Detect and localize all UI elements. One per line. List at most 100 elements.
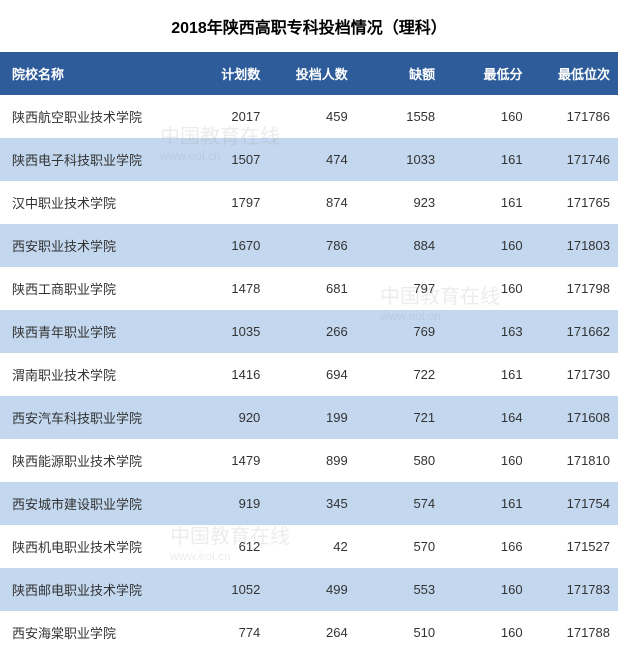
cell-value: 1797 [181,181,268,224]
cell-name: 渭南职业技术学院 [0,353,181,396]
cell-value: 919 [181,482,268,525]
cell-value: 171730 [531,353,618,396]
cell-name: 陕西邮电职业技术学院 [0,568,181,611]
cell-value: 171527 [531,525,618,568]
cell-value: 1052 [181,568,268,611]
cell-value: 1478 [181,267,268,310]
cell-value: 1416 [181,353,268,396]
col-header-filed: 投档人数 [268,52,355,95]
cell-value: 42 [268,525,355,568]
cell-value: 923 [356,181,443,224]
cell-value: 160 [443,439,530,482]
cell-value: 199 [268,396,355,439]
cell-value: 574 [356,482,443,525]
table-row: 西安海棠职业学院774264510160171788 [0,611,618,654]
cell-value: 161 [443,353,530,396]
cell-value: 171765 [531,181,618,224]
cell-value: 510 [356,611,443,654]
table-row: 陕西电子科技职业学院15074741033161171746 [0,138,618,181]
table-row: 陕西青年职业学院1035266769163171662 [0,310,618,353]
cell-value: 171810 [531,439,618,482]
cell-value: 874 [268,181,355,224]
cell-name: 陕西机电职业技术学院 [0,525,181,568]
cell-value: 160 [443,611,530,654]
table-row: 汉中职业技术学院1797874923161171765 [0,181,618,224]
cell-name: 陕西航空职业技术学院 [0,95,181,138]
cell-name: 陕西青年职业学院 [0,310,181,353]
cell-value: 499 [268,568,355,611]
cell-value: 266 [268,310,355,353]
cell-value: 160 [443,267,530,310]
cell-name: 西安职业技术学院 [0,224,181,267]
cell-name: 陕西电子科技职业学院 [0,138,181,181]
cell-value: 1670 [181,224,268,267]
cell-value: 1035 [181,310,268,353]
cell-value: 459 [268,95,355,138]
cell-value: 1033 [356,138,443,181]
cell-value: 161 [443,482,530,525]
cell-value: 160 [443,224,530,267]
cell-value: 171746 [531,138,618,181]
page-title: 2018年陕西高职专科投档情况（理科） [0,0,618,52]
cell-value: 160 [443,568,530,611]
table-row: 陕西工商职业学院1478681797160171798 [0,267,618,310]
cell-value: 797 [356,267,443,310]
cell-value: 171786 [531,95,618,138]
col-header-gap: 缺额 [356,52,443,95]
col-header-minrank: 最低位次 [531,52,618,95]
cell-name: 西安汽车科技职业学院 [0,396,181,439]
table-row: 陕西邮电职业技术学院1052499553160171783 [0,568,618,611]
cell-name: 陕西能源职业技术学院 [0,439,181,482]
cell-value: 899 [268,439,355,482]
cell-value: 171662 [531,310,618,353]
header-row: 院校名称 计划数 投档人数 缺额 最低分 最低位次 [0,52,618,95]
cell-value: 1479 [181,439,268,482]
table-row: 陕西航空职业技术学院20174591558160171786 [0,95,618,138]
cell-name: 汉中职业技术学院 [0,181,181,224]
cell-value: 171754 [531,482,618,525]
cell-value: 1558 [356,95,443,138]
cell-value: 166 [443,525,530,568]
cell-value: 171798 [531,267,618,310]
cell-value: 2017 [181,95,268,138]
table-row: 西安城市建设职业学院919345574161171754 [0,482,618,525]
cell-name: 西安海棠职业学院 [0,611,181,654]
col-header-minscore: 最低分 [443,52,530,95]
cell-value: 171788 [531,611,618,654]
cell-value: 769 [356,310,443,353]
table-row: 西安职业技术学院1670786884160171803 [0,224,618,267]
cell-value: 681 [268,267,355,310]
cell-value: 570 [356,525,443,568]
cell-value: 1507 [181,138,268,181]
cell-value: 553 [356,568,443,611]
table-row: 渭南职业技术学院1416694722161171730 [0,353,618,396]
cell-value: 474 [268,138,355,181]
cell-value: 345 [268,482,355,525]
cell-value: 171803 [531,224,618,267]
table-body: 陕西航空职业技术学院20174591558160171786陕西电子科技职业学院… [0,95,618,654]
table-row: 陕西能源职业技术学院1479899580160171810 [0,439,618,482]
cell-value: 786 [268,224,355,267]
cell-value: 161 [443,181,530,224]
cell-value: 171783 [531,568,618,611]
col-header-name: 院校名称 [0,52,181,95]
table-container: 2018年陕西高职专科投档情况（理科） 院校名称 计划数 投档人数 缺额 最低分… [0,0,618,654]
cell-value: 920 [181,396,268,439]
cell-name: 西安城市建设职业学院 [0,482,181,525]
cell-value: 612 [181,525,268,568]
table-row: 陕西机电职业技术学院61242570166171527 [0,525,618,568]
cell-value: 160 [443,95,530,138]
table-row: 西安汽车科技职业学院920199721164171608 [0,396,618,439]
cell-value: 164 [443,396,530,439]
cell-value: 694 [268,353,355,396]
cell-value: 264 [268,611,355,654]
cell-value: 580 [356,439,443,482]
cell-name: 陕西工商职业学院 [0,267,181,310]
cell-value: 163 [443,310,530,353]
cell-value: 171608 [531,396,618,439]
col-header-plan: 计划数 [181,52,268,95]
cell-value: 722 [356,353,443,396]
cell-value: 774 [181,611,268,654]
cell-value: 721 [356,396,443,439]
cell-value: 161 [443,138,530,181]
